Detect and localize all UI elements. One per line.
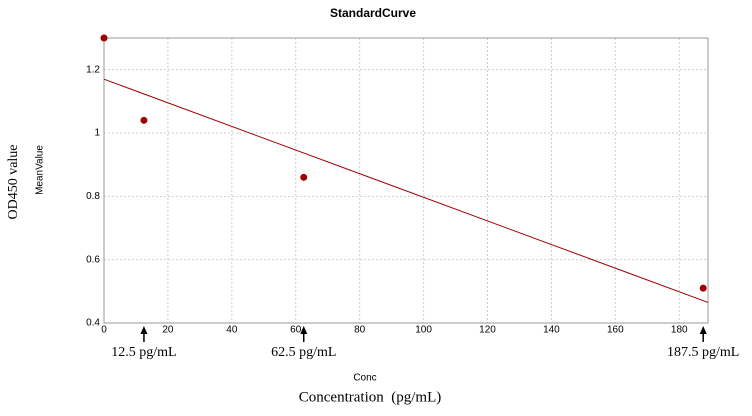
y-axis-label: MeanValue	[35, 145, 46, 195]
annotation: 12.5 pg/mL	[111, 345, 176, 360]
x-tick-label: 180	[671, 325, 688, 336]
chart-title: StandardCurve	[330, 6, 416, 20]
x-tick-label: 40	[226, 325, 238, 336]
data-point	[300, 173, 308, 181]
annotation: 187.5 pg/mL	[667, 345, 739, 360]
x-tick-label: 120	[479, 325, 496, 336]
x-axis-label: Conc	[353, 373, 376, 384]
outer-x-label: Concentration (pg/mL)	[299, 389, 441, 405]
x-tick-label: 0	[101, 325, 107, 336]
y-tick-label: 0.4	[86, 318, 100, 329]
y-tick-label: 1	[94, 128, 100, 139]
x-tick-label: 60	[290, 325, 302, 336]
plot-frame	[103, 37, 709, 324]
y-tick-label: 0.6	[86, 254, 100, 265]
annotation-arrowhead	[140, 326, 148, 334]
fit-line	[103, 78, 709, 303]
x-tick-label: 100	[415, 325, 432, 336]
x-tick-label: 80	[354, 325, 366, 336]
y-tick-label: 1.2	[86, 64, 100, 75]
y-tick-label: 0.8	[86, 191, 100, 202]
annotation-arrowhead	[699, 326, 707, 334]
data-point	[100, 34, 108, 42]
data-point	[699, 284, 707, 292]
annotation-arrowhead	[300, 326, 308, 334]
x-tick-label: 20	[162, 325, 174, 336]
outer-y-label: OD450 value	[6, 144, 21, 219]
x-tick-label: 140	[543, 325, 560, 336]
annotation: 62.5 pg/mL	[271, 345, 336, 360]
data-point	[140, 116, 148, 124]
x-tick-label: 160	[607, 325, 624, 336]
